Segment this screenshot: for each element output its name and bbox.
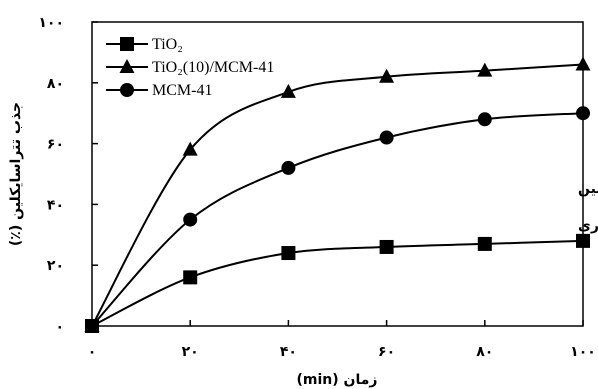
data-point-square — [379, 239, 394, 254]
legend: TiO₂ TiO₂(10)/MCM-41 MCM-41 — [106, 36, 274, 99]
data-point-triangle — [379, 68, 395, 83]
plot-frame — [91, 21, 584, 327]
data-point-square — [477, 236, 492, 251]
series-line-square — [91, 239, 584, 327]
legend-marker-mcm41 — [120, 83, 134, 97]
data-point-triangle — [575, 56, 591, 71]
x-axis-ticks: ۰ ۲۰ ۴۰ ۶۰ ۸۰ ۱۰۰ — [88, 320, 596, 360]
data-point-triangle — [182, 141, 198, 156]
x-tick-label: ۰ — [88, 344, 97, 360]
data-point-triangle — [280, 83, 296, 98]
y-tick-label: ۸۰ — [47, 76, 64, 92]
series-line-circle — [91, 112, 584, 327]
legend-marker-tio2 — [120, 37, 134, 51]
plot-area — [91, 21, 584, 327]
series-layer — [84, 56, 591, 333]
y-tick-label: ۴۰ — [47, 197, 64, 213]
x-tick-label: ۲۰ — [182, 344, 199, 360]
legend-marker-tio2-mcm41 — [119, 59, 135, 73]
data-point-circle — [379, 130, 394, 145]
legend-label-tio2-mcm41: TiO₂(10)/MCM-41 — [152, 59, 274, 76]
y-tick-label: ۶۰ — [47, 137, 64, 153]
y-tick-label: ۰ — [55, 319, 64, 335]
legend-label-tio2: TiO₂ — [152, 36, 183, 53]
x-axis-title: زمان (min) — [297, 372, 378, 388]
data-point-triangle — [477, 62, 493, 77]
series-line-triangle — [91, 63, 584, 327]
y-axis-ticks: ۰ ۲۰ ۴۰ ۶۰ ۸۰ ۱۰۰ — [38, 15, 98, 335]
y-axis-title: جذب تتراسایکلین (٪) — [8, 102, 24, 246]
data-point-square — [281, 246, 296, 261]
x-tick-label: ۸۰ — [476, 344, 493, 360]
data-point-circle — [85, 319, 99, 333]
y-tick-label: ۱۰۰ — [38, 15, 64, 31]
annotation-initial-concentration: ۷۰mg/L = غلظت اولیه تتراسایکلین — [578, 181, 598, 197]
y-tick-label: ۲۰ — [47, 258, 64, 274]
x-tick-label: ۴۰ — [280, 344, 297, 360]
data-point-circle — [183, 212, 198, 227]
data-point-square — [183, 270, 198, 285]
data-point-circle — [477, 112, 492, 127]
x-tick-label: ۶۰ — [378, 344, 395, 360]
x-tick-label: ۱۰۰ — [570, 344, 596, 360]
data-point-circle — [576, 106, 590, 121]
legend-label-mcm41: MCM-41 — [152, 82, 212, 99]
annotation-catalyst-amount: ۱g/L = مقدار کاتالیست نوری — [578, 218, 598, 234]
data-point-circle — [281, 160, 296, 175]
data-point-square — [576, 233, 590, 248]
